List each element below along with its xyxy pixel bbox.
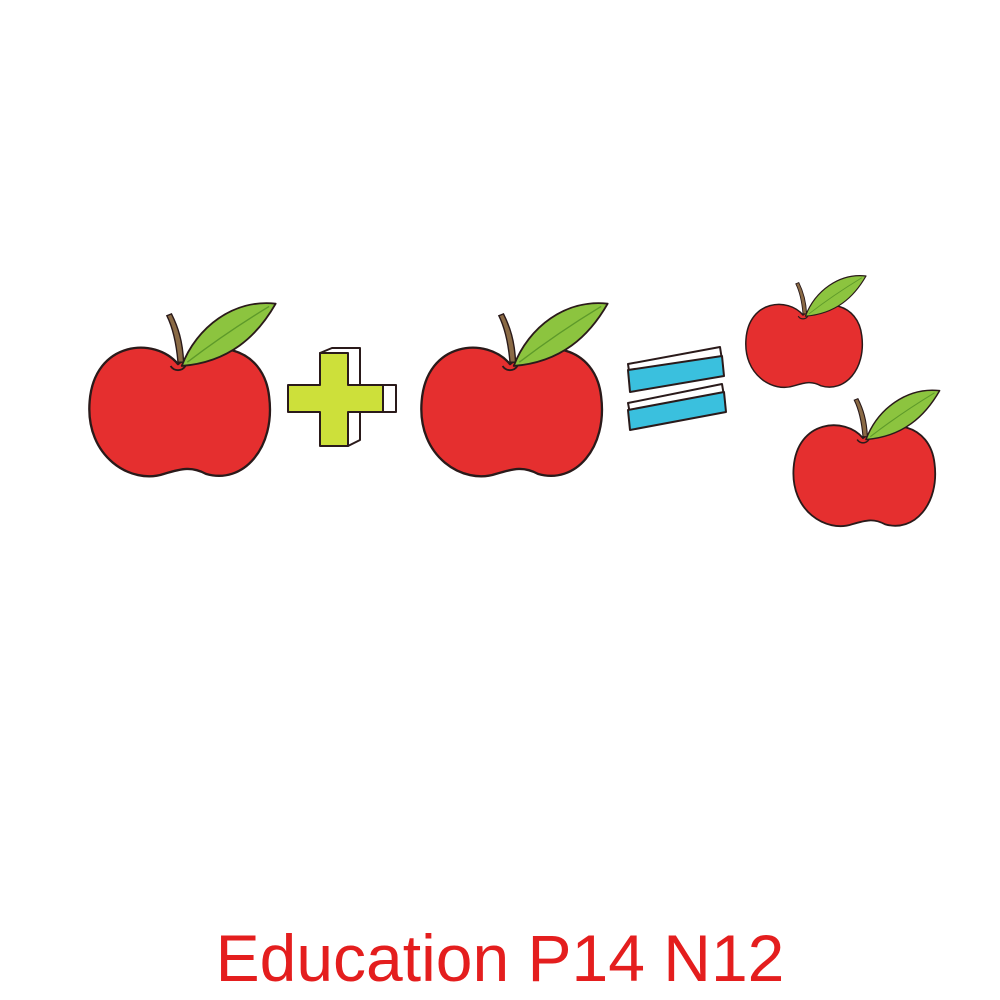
equals-sign-icon xyxy=(627,346,727,431)
apple-icon xyxy=(792,389,941,528)
plus-sign-icon xyxy=(287,347,397,447)
caption: Education P14 N12 xyxy=(215,921,785,995)
apple-icon xyxy=(745,274,867,389)
apple-icon xyxy=(88,301,277,478)
apple-icon xyxy=(420,301,609,478)
